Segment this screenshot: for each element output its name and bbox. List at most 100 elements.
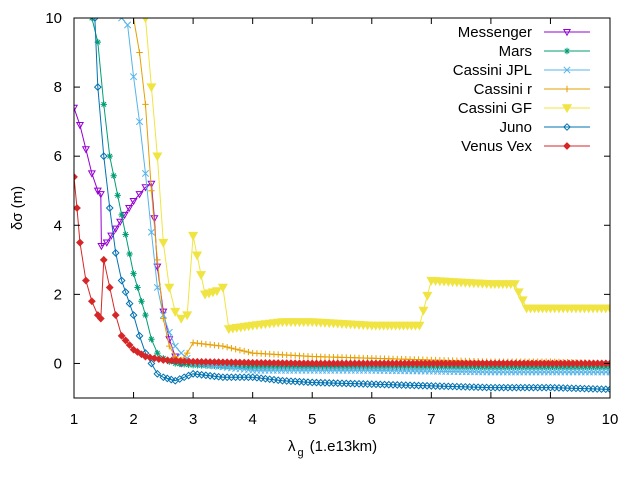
data-point (339, 363, 347, 371)
data-point (124, 21, 132, 29)
data-point (100, 101, 107, 108)
data-point (135, 191, 144, 199)
legend-label: Cassini r (474, 81, 532, 98)
legend-swatch-marker (563, 142, 571, 150)
series-line (144, 18, 610, 330)
data-point (99, 152, 108, 161)
data-point (138, 298, 145, 305)
data-point (153, 369, 162, 378)
data-point (154, 349, 161, 357)
series-cassini-r (130, 18, 610, 367)
data-point (352, 363, 359, 371)
data-point (90, 18, 99, 22)
data-point (87, 297, 96, 306)
data-point (604, 304, 610, 314)
data-point (319, 363, 326, 371)
legend-item: Mars (499, 43, 590, 60)
data-point (87, 170, 96, 178)
legend-label: Messenger (458, 24, 532, 41)
x-tick-label: 1 (70, 411, 78, 428)
data-point (177, 349, 185, 357)
data-point (211, 287, 222, 297)
data-point (245, 348, 252, 356)
x-axis-title: λ g (1.e13km) (288, 438, 377, 459)
data-point (240, 363, 248, 370)
data-point (232, 363, 239, 370)
data-point (75, 122, 85, 130)
data-point (121, 288, 130, 296)
data-point (265, 363, 273, 371)
data-point (217, 283, 228, 293)
data-point (105, 204, 114, 212)
data-point (135, 331, 144, 340)
legend-swatch-marker (561, 104, 573, 114)
data-point (154, 256, 161, 264)
data-point (183, 349, 191, 357)
data-point (323, 363, 330, 371)
data-point (111, 249, 120, 257)
data-point (82, 276, 90, 285)
data-point (122, 231, 129, 238)
data-point (192, 251, 203, 261)
data-point (249, 363, 256, 371)
data-point (142, 101, 149, 108)
data-point (167, 375, 176, 384)
data-point (228, 344, 235, 352)
series-cassini-jpl (118, 18, 610, 376)
data-point (182, 311, 193, 321)
data-point (414, 321, 425, 331)
data-point (302, 363, 310, 371)
data-point (253, 363, 260, 371)
data-point (126, 250, 133, 258)
data-point (171, 342, 179, 350)
legend-swatch-marker (563, 85, 571, 93)
x-tick-label: 3 (189, 411, 197, 428)
data-point (517, 296, 528, 306)
data-point (219, 342, 227, 350)
y-tick-label: 4 (54, 217, 62, 234)
series-venus-vex (74, 173, 610, 368)
data-point (93, 83, 102, 91)
data-point (261, 363, 269, 371)
data-point (311, 363, 318, 371)
data-point (125, 341, 134, 349)
series-line (74, 176, 610, 364)
data-point (142, 311, 149, 319)
data-point (335, 363, 343, 371)
data-point (129, 311, 138, 319)
data-point (315, 363, 322, 371)
data-point (76, 238, 84, 247)
legend-item: Cassini r (474, 81, 590, 98)
data-point (135, 118, 144, 126)
data-point (150, 215, 159, 223)
series-juno (90, 18, 610, 394)
legend-label: Venus Vex (461, 138, 532, 155)
data-point (170, 307, 181, 317)
data-point (148, 336, 155, 343)
data-point (188, 231, 199, 241)
x-tick-label: 6 (368, 411, 376, 428)
data-point (74, 104, 79, 113)
x-axis-units: (1.e13km) (310, 438, 378, 455)
data-point (422, 291, 433, 301)
legend-swatch-marker (563, 66, 571, 74)
data-point (348, 363, 355, 371)
legend-swatch-marker (563, 123, 571, 131)
data-point (196, 271, 207, 280)
y-tick-label: 0 (54, 355, 62, 372)
data-point (232, 345, 239, 353)
data-point (513, 288, 524, 298)
data-point (97, 242, 106, 251)
x-tick-label: 10 (602, 411, 619, 428)
data-point (118, 18, 126, 22)
data-point (418, 306, 429, 316)
data-point (270, 363, 277, 371)
x-axis-symbol: λ (288, 438, 296, 455)
data-point (105, 283, 114, 292)
data-point (102, 239, 111, 247)
data-point (81, 146, 90, 154)
data-point (306, 363, 314, 371)
data-point (96, 314, 105, 323)
legend-swatch-marker (562, 28, 572, 37)
data-point (130, 73, 138, 81)
